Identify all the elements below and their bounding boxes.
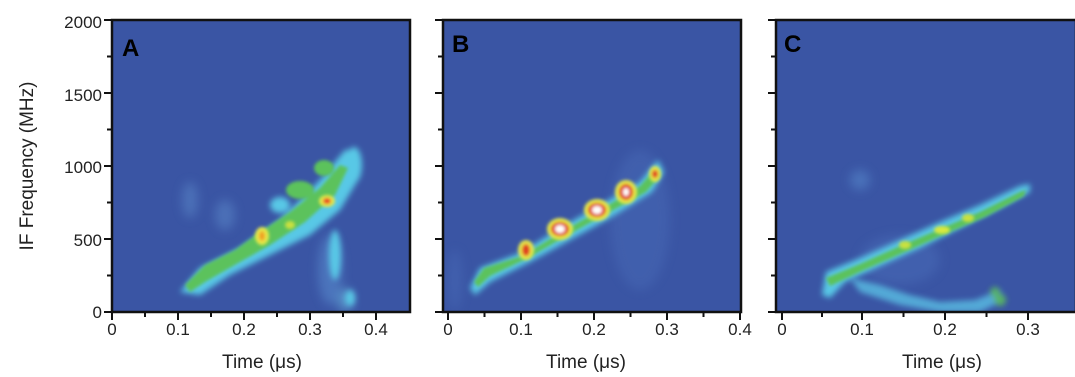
y-axis-title: IF Frequency (MHz) [17,82,38,251]
panel-b: B 0 0.1 0.2 0.3 0.4 Time (μs) [441,18,752,373]
panel-c-label: C [784,31,801,58]
x-tick-label: 0.4 [728,320,752,339]
x-tick-label: 0.3 [1016,320,1040,339]
x-tick-label: 0 [107,320,116,339]
y-tick-label: 1500 [64,86,102,105]
panel-a-label: A [122,35,139,62]
x-tick-label: 0.3 [655,320,679,339]
x-tick-label: 0.1 [509,320,533,339]
x-tick-label: 0.4 [364,320,388,339]
x-tick-label: 0.2 [582,320,606,339]
panel-a-heatmap [180,147,362,312]
y-tick-label: 2000 [64,13,102,32]
y-tick-labels: 2000 1500 1000 500 0 [64,13,102,322]
tick-marks [104,19,1029,320]
panel-b-label: B [452,31,469,58]
x-tick-label: 0.2 [933,320,957,339]
panel-c: C 0 0.1 0.2 0.3 Time (μs) [774,18,1075,373]
panel-c-x-axis-title: Time (μs) [902,352,982,373]
panel-a: A 0 0.1 0.2 0.3 0.4 Time (μs) [107,18,412,373]
panel-b-heatmap [447,150,670,310]
y-tick-label: 0 [93,303,102,322]
panel-a-background [112,20,410,312]
panel-c-x-tick-labels: 0 0.1 0.2 0.3 [777,320,1040,339]
x-tick-label: 0.1 [850,320,874,339]
x-tick-label: 0.1 [166,320,190,339]
panel-a-x-tick-labels: 0 0.1 0.2 0.3 0.4 [107,320,388,339]
panel-a-x-axis-title: Time (μs) [222,352,302,373]
panel-b-x-axis-title: Time (μs) [546,352,626,373]
y-tick-label: 1000 [64,158,102,177]
x-tick-label: 0.2 [232,320,256,339]
x-tick-label: 0 [777,320,786,339]
x-tick-label: 0 [443,320,452,339]
y-tick-label: 500 [74,231,102,250]
panel-b-x-tick-labels: 0 0.1 0.2 0.3 0.4 [443,320,752,339]
panel-c-heatmap [822,170,1030,312]
x-tick-label: 0.3 [298,320,322,339]
